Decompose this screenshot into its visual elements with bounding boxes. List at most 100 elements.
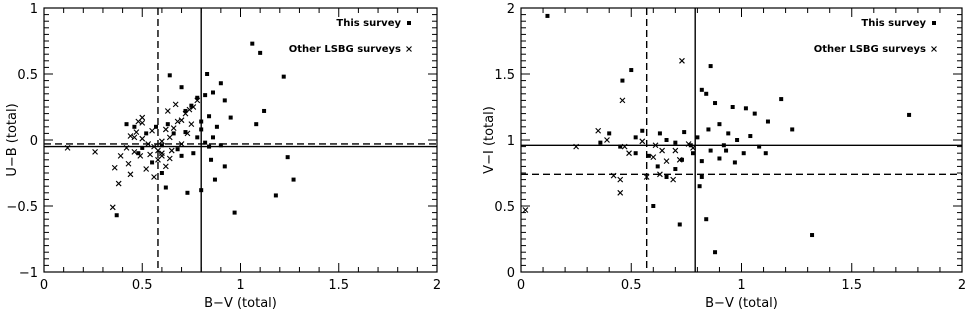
- data-point-other-lsbg: [604, 137, 610, 143]
- data-point-this-survey: [185, 190, 190, 195]
- data-point-other-lsbg: [139, 119, 146, 126]
- cross-stroke: [155, 156, 161, 163]
- data-point-this-survey: [222, 98, 227, 103]
- cross-stroke: [184, 130, 191, 137]
- y-tick-label: 1: [507, 134, 515, 149]
- data-point-this-survey: [218, 81, 223, 86]
- data-point-this-survey: [150, 160, 155, 165]
- y-tick-label: −1: [19, 266, 38, 281]
- cross-stroke: [127, 171, 134, 178]
- data-point-other-lsbg: [610, 172, 617, 179]
- data-point-other-lsbg: [626, 150, 632, 157]
- data-point-this-survey: [763, 151, 768, 156]
- data-point-this-survey: [673, 140, 678, 145]
- cross-stroke: [139, 135, 146, 142]
- cross-stroke: [188, 121, 195, 128]
- cross-stroke: [670, 176, 677, 183]
- data-point-this-survey: [655, 164, 660, 169]
- cross-stroke: [690, 145, 696, 151]
- data-point-this-survey: [209, 157, 214, 162]
- cross-stroke: [145, 141, 152, 147]
- chart-panel-ub-vs-bv: 0 0.5 1 1.5 2 −1 −0.5 0 0.5 1 B−V (total) U−B (tota…: [5, 2, 441, 311]
- data-point-other-lsbg: [92, 148, 98, 155]
- y-tick-label: 0.5: [17, 68, 38, 83]
- data-point-this-survey: [273, 193, 278, 198]
- data-point-this-survey: [732, 160, 737, 165]
- cross-stroke: [672, 147, 679, 154]
- x-tick-label: 1: [737, 278, 745, 293]
- x-tick-label: 1.5: [841, 278, 862, 293]
- data-point-this-survey: [203, 93, 208, 98]
- data-point-other-lsbg: [178, 117, 185, 124]
- cross-stroke: [125, 160, 132, 167]
- legend-marker-square: [932, 21, 936, 25]
- data-point-this-survey: [163, 185, 168, 190]
- data-point-this-survey: [171, 131, 176, 136]
- series-this-survey: [545, 13, 912, 255]
- cross-stroke: [626, 150, 632, 157]
- data-point-other-lsbg: [149, 127, 155, 134]
- cross-stroke: [172, 101, 179, 108]
- legend-marker-cross: [931, 46, 937, 52]
- y-axis-title: V−I (total): [482, 106, 497, 174]
- cross-stroke: [166, 155, 173, 162]
- cross-stroke: [64, 145, 71, 151]
- data-point-other-lsbg: [143, 166, 150, 172]
- data-point-this-survey: [673, 167, 678, 172]
- data-point-this-survey: [717, 122, 722, 127]
- data-point-this-survey: [218, 143, 223, 148]
- cross-stroke: [159, 138, 165, 145]
- cross-stroke: [162, 126, 169, 133]
- data-point-this-survey: [721, 143, 726, 148]
- y-tick-label: 2: [507, 2, 515, 17]
- data-point-other-lsbg: [159, 150, 165, 157]
- data-point-this-survey: [210, 90, 215, 95]
- data-point-this-survey: [810, 233, 815, 238]
- cross-stroke: [143, 166, 150, 172]
- data-point-other-lsbg: [657, 171, 663, 178]
- data-point-this-survey: [207, 144, 212, 149]
- data-point-this-survey: [757, 144, 762, 149]
- cross-stroke: [573, 143, 580, 150]
- data-point-this-survey: [281, 74, 286, 79]
- x-tick-label: 2: [958, 278, 966, 293]
- data-point-this-survey: [183, 108, 188, 113]
- data-point-this-survey: [285, 155, 290, 160]
- legend-label: This survey: [336, 18, 401, 29]
- cross-stroke: [190, 104, 197, 110]
- data-point-other-lsbg: [670, 176, 677, 183]
- cross-stroke: [595, 127, 602, 134]
- x-tick-label: 1: [236, 278, 244, 293]
- data-point-this-survey: [607, 131, 612, 136]
- data-point-this-survey: [752, 111, 757, 116]
- data-point-this-survey: [159, 143, 164, 148]
- data-point-this-survey: [154, 124, 159, 129]
- data-point-this-survey: [699, 159, 704, 164]
- cross-stroke: [652, 142, 659, 149]
- data-point-this-survey: [195, 95, 200, 100]
- data-point-this-survey: [726, 131, 731, 136]
- data-point-this-survey: [677, 222, 682, 227]
- y-tick-label: 1.5: [494, 68, 515, 83]
- data-point-this-survey: [199, 127, 204, 132]
- data-point-this-survey: [545, 13, 550, 18]
- data-point-this-survey: [144, 131, 149, 136]
- cross-stroke: [92, 148, 98, 155]
- data-point-this-survey: [699, 174, 704, 179]
- data-point-other-lsbg: [650, 154, 657, 161]
- data-point-other-lsbg: [127, 171, 134, 178]
- data-point-this-survey: [633, 151, 638, 156]
- data-point-other-lsbg: [117, 152, 124, 159]
- data-point-this-survey: [598, 140, 603, 145]
- data-point-this-survey: [250, 41, 255, 46]
- x-tick-label: 0: [40, 278, 48, 293]
- cross-stroke: [131, 134, 138, 141]
- x-axis-title: B−V (total): [204, 296, 277, 311]
- cross-stroke: [617, 176, 624, 183]
- data-point-this-survey: [132, 124, 137, 129]
- cross-stroke: [168, 147, 175, 154]
- data-point-other-lsbg: [164, 108, 171, 114]
- data-point-other-lsbg: [659, 147, 666, 154]
- data-point-other-lsbg: [522, 207, 529, 213]
